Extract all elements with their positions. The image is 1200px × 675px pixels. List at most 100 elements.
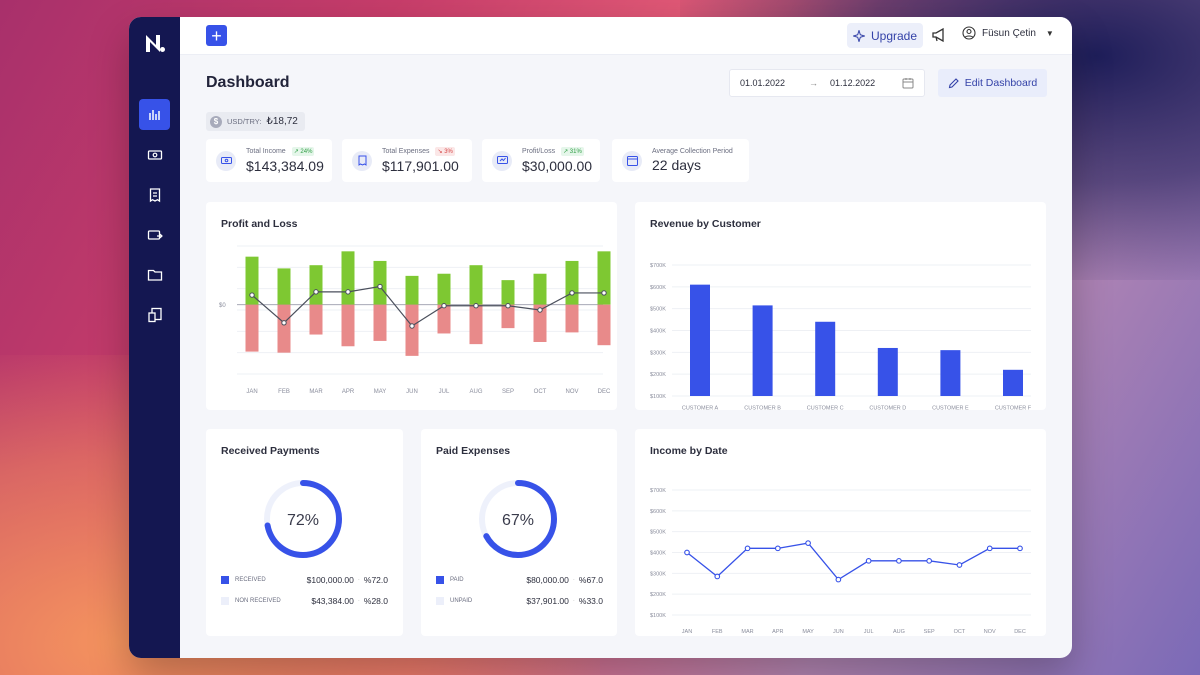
sidebar bbox=[129, 17, 180, 658]
expense-bar bbox=[309, 304, 323, 335]
y-tick-label: $300K bbox=[650, 571, 666, 577]
donut-arc bbox=[479, 480, 557, 558]
kpi-value: 22 days bbox=[652, 157, 702, 173]
legend-swatch bbox=[436, 597, 444, 605]
date-end: 01.12.2022 bbox=[830, 78, 876, 88]
user-menu[interactable]: Füsun Çetin ▼ bbox=[962, 26, 1054, 40]
income-bar bbox=[565, 260, 579, 305]
income-bar bbox=[405, 275, 419, 305]
payments-icon bbox=[147, 229, 163, 240]
kpi-collection-period[interactable]: Average Collection Period 22 days bbox=[612, 139, 749, 182]
income-bar bbox=[597, 251, 611, 305]
x-tick-label: CUSTOMER C bbox=[807, 406, 844, 411]
legend-received: RECEIVED $100,000.00 · %72.0 bbox=[221, 575, 388, 585]
sidebar-item-folder[interactable] bbox=[139, 259, 170, 290]
net-point bbox=[281, 320, 287, 326]
x-tick-label: CUSTOMER A bbox=[682, 406, 719, 411]
y-tick-label: $100K bbox=[650, 394, 666, 400]
upgrade-button[interactable]: Upgrade bbox=[847, 23, 923, 48]
sparkle-icon bbox=[852, 29, 865, 42]
x-tick-label: CUSTOMER B bbox=[744, 406, 781, 411]
x-tick-label: CUSTOMER E bbox=[932, 406, 969, 411]
kpi-label: Average Collection Period bbox=[652, 148, 733, 155]
legend-swatch bbox=[221, 597, 229, 605]
x-tick-label: MAR bbox=[309, 389, 323, 395]
x-tick-label: MAR bbox=[741, 629, 753, 635]
x-tick-label: DEC bbox=[598, 389, 611, 395]
net-point bbox=[249, 292, 255, 298]
revenue-bar bbox=[690, 284, 710, 396]
kpi-total-income[interactable]: Total Income ↗ 24% $143,384.09 bbox=[206, 139, 332, 182]
edit-dashboard-button[interactable]: Edit Dashboard bbox=[938, 69, 1047, 97]
x-tick-label: DEC bbox=[1014, 629, 1026, 635]
exchange-rate-badge: $ USD/TRY: ₺18,72 bbox=[206, 112, 305, 131]
rate-value: ₺18,72 bbox=[266, 116, 298, 127]
income-bar bbox=[245, 256, 259, 305]
donut-arc bbox=[264, 480, 342, 558]
x-tick-label: JAN bbox=[246, 389, 257, 395]
expense-bar bbox=[405, 304, 419, 356]
x-tick-label: SEP bbox=[924, 629, 935, 635]
expense-bar bbox=[245, 304, 259, 352]
sidebar-item-cash[interactable] bbox=[139, 139, 170, 170]
income-point bbox=[774, 545, 781, 552]
income-bar bbox=[309, 265, 323, 305]
sidebar-item-receipt[interactable] bbox=[139, 179, 170, 210]
net-point bbox=[409, 323, 415, 329]
expense-bar bbox=[437, 304, 451, 334]
income-line bbox=[686, 542, 1020, 581]
kpi-total-expenses[interactable]: Total Expenses ↘ 3% $117,901.00 bbox=[342, 139, 472, 182]
sidebar-item-invoice[interactable] bbox=[139, 299, 170, 330]
profit-loss-card: Profit and Loss $0 JAN FEB MAR APR MAY JUN JUL A… bbox=[206, 202, 617, 410]
legend-percent: %33.0 bbox=[578, 596, 603, 606]
x-tick-label: FEB bbox=[712, 629, 723, 635]
kpi-label: Total Income bbox=[246, 148, 286, 155]
megaphone-icon[interactable] bbox=[931, 27, 947, 43]
y-tick-label: $200K bbox=[650, 592, 666, 598]
income-point bbox=[986, 545, 993, 552]
income-point bbox=[1017, 545, 1023, 552]
expense-bar bbox=[533, 304, 547, 342]
legend-swatch bbox=[436, 576, 444, 584]
legend-unpaid: UNPAID $37,901.00 · %33.0 bbox=[436, 596, 603, 606]
invoice-icon bbox=[147, 307, 162, 322]
expense-bar bbox=[597, 304, 611, 346]
reports-icon bbox=[148, 109, 160, 120]
donut-percent-label: 67% bbox=[502, 512, 534, 529]
income-icon bbox=[216, 150, 236, 171]
income-point bbox=[926, 557, 933, 564]
dollar-icon: $ bbox=[210, 115, 222, 128]
x-tick-label: OCT bbox=[954, 629, 966, 635]
net-point bbox=[473, 303, 479, 309]
expense-bar bbox=[341, 304, 355, 347]
trend-up-badge: ↗ 24% bbox=[291, 147, 315, 156]
net-point bbox=[345, 289, 351, 295]
add-button[interactable]: + bbox=[206, 25, 227, 46]
calendar-icon bbox=[622, 150, 642, 171]
date-start: 01.01.2022 bbox=[740, 78, 786, 88]
card-title: Revenue by Customer bbox=[650, 218, 761, 230]
income-point bbox=[714, 573, 721, 580]
user-name: Füsun Çetin bbox=[982, 27, 1036, 39]
cash-icon bbox=[147, 149, 162, 160]
received-payments-card: Received Payments 72% RECEIVED $100,000.… bbox=[206, 429, 403, 636]
x-tick-label: SEP bbox=[502, 389, 514, 395]
folder-icon bbox=[147, 269, 162, 281]
revenue-bar bbox=[1003, 369, 1023, 396]
y-tick-label: $500K bbox=[650, 530, 666, 536]
y-tick-label: $600K bbox=[650, 509, 666, 515]
date-range-picker[interactable]: 01.01.2022 → 01.12.2022 bbox=[729, 69, 925, 97]
legend-swatch bbox=[221, 576, 229, 584]
y-tick-label: $700K bbox=[650, 488, 666, 494]
x-tick-label: MAY bbox=[374, 389, 387, 395]
kpi-profit-loss[interactable]: Profit/Loss ↗ 31% $30,000.00 bbox=[482, 139, 600, 182]
net-point bbox=[377, 283, 383, 290]
x-tick-label: CUSTOMER D bbox=[869, 406, 906, 411]
rate-label: USD/TRY: bbox=[227, 117, 262, 126]
sidebar-item-payments[interactable] bbox=[139, 219, 170, 250]
x-tick-label: AUG bbox=[893, 629, 905, 635]
y-tick-label: $600K bbox=[650, 285, 666, 291]
profit-icon bbox=[492, 150, 512, 171]
x-tick-label: NOV bbox=[984, 629, 996, 635]
sidebar-item-reports[interactable] bbox=[139, 99, 170, 130]
